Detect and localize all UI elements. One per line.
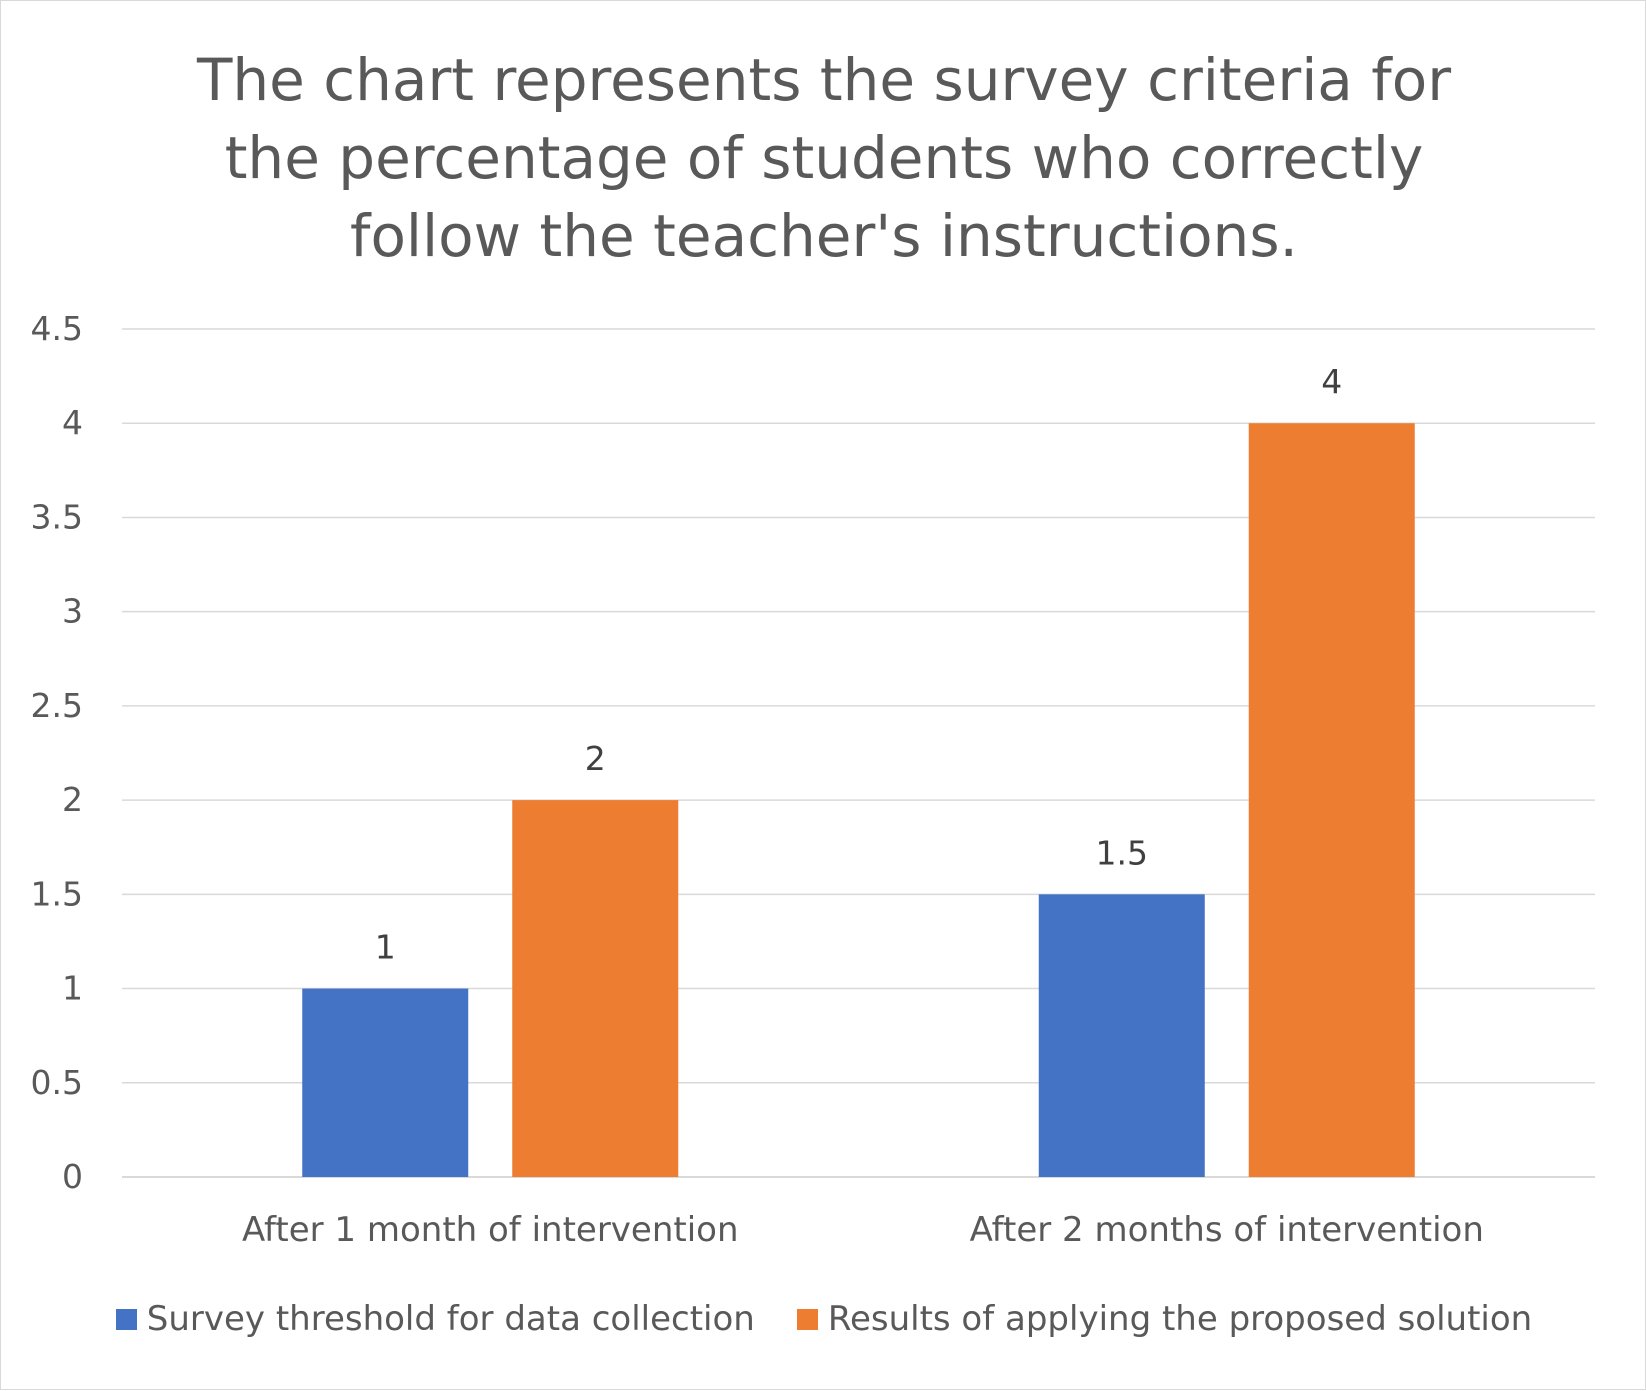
data-label-s0-c0: 1 <box>375 928 396 967</box>
legend-swatch-proposed-solution <box>796 1308 818 1330</box>
bar-s0-c0 <box>302 988 469 1177</box>
bar-s1-c0 <box>512 800 679 1177</box>
x-category-label-0: After 1 month of intervention <box>242 1210 739 1250</box>
bar-s0-c1 <box>1038 894 1205 1177</box>
legend-item-proposed-solution[interactable]: Results of applying the proposed solutio… <box>796 1299 1533 1339</box>
legend-swatch-survey-threshold <box>115 1308 137 1330</box>
bar-s1-c1 <box>1248 423 1415 1177</box>
y-tick-label-0-5: 0.5 <box>31 1063 83 1102</box>
legend-item-survey-threshold[interactable]: Survey threshold for data collection <box>115 1299 755 1339</box>
chart-title: The chart represents the survey criteria… <box>196 46 1452 270</box>
legend-label-proposed-solution: Results of applying the proposed solutio… <box>827 1299 1533 1339</box>
data-label-s0-c1: 1.5 <box>1096 833 1148 872</box>
data-label-s1-c0: 2 <box>585 739 606 778</box>
x-category-label-1: After 2 months of intervention <box>970 1210 1484 1250</box>
legend-label-survey-threshold: Survey threshold for data collection <box>146 1299 755 1339</box>
y-tick-label-3-5: 3.5 <box>31 497 83 536</box>
y-tick-label-4-5: 4.5 <box>31 309 83 348</box>
data-label-s1-c1: 4 <box>1321 362 1342 401</box>
y-tick-label-2: 2 <box>62 780 83 819</box>
y-tick-label-4: 4 <box>62 403 83 442</box>
y-tick-label-0: 0 <box>62 1157 83 1196</box>
chart-legend: Survey threshold for data collection Res… <box>1 1299 1646 1339</box>
y-tick-label-3: 3 <box>62 592 83 631</box>
y-tick-label-2-5: 2.5 <box>31 686 83 725</box>
y-tick-label-1-5: 1.5 <box>31 874 83 913</box>
y-tick-label-1: 1 <box>62 969 83 1008</box>
